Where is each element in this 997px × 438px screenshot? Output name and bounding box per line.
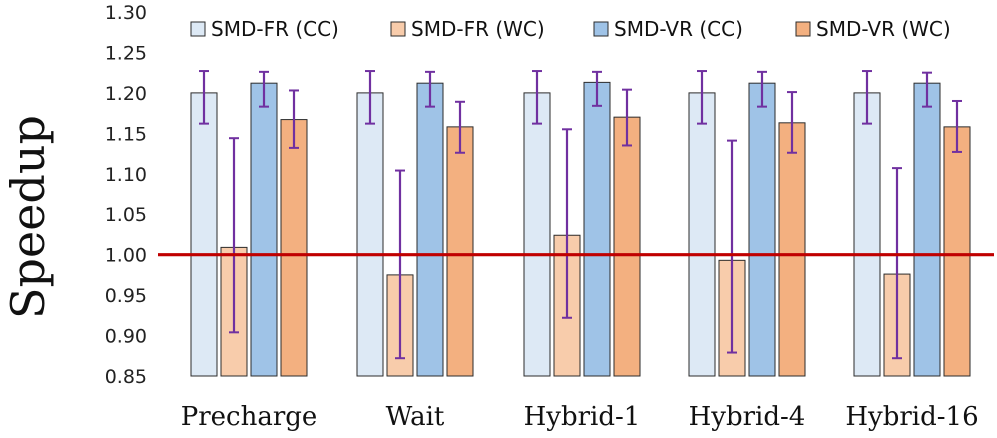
- bar: [281, 120, 307, 376]
- bar: [447, 127, 473, 376]
- legend-label: SMD-FR (WC): [411, 17, 545, 41]
- legend-label: SMD-VR (WC): [816, 17, 951, 41]
- legend-swatch: [191, 22, 205, 36]
- bar: [779, 123, 805, 376]
- bar: [191, 93, 217, 376]
- x-category-label: Hybrid-16: [845, 402, 978, 432]
- bar: [914, 83, 940, 376]
- y-tick-label: 0.85: [105, 366, 147, 388]
- x-category-label: Hybrid-1: [524, 402, 641, 432]
- bar: [689, 93, 715, 376]
- x-category-label: Precharge: [181, 402, 318, 432]
- x-category-label: Wait: [386, 402, 445, 432]
- bar: [854, 93, 880, 376]
- bar: [524, 93, 550, 376]
- legend: SMD-FR (CC) SMD-FR (WC) SMD-VR (CC) SMD-VR …: [191, 17, 951, 41]
- bar: [357, 93, 383, 376]
- bar: [749, 83, 775, 376]
- y-tick-label: 1.00: [105, 245, 147, 267]
- y-tick-label: 1.20: [105, 83, 147, 105]
- y-tick-label: 1.15: [105, 123, 147, 145]
- bar: [944, 127, 970, 376]
- legend-swatch: [391, 22, 405, 36]
- y-tick-label: 0.95: [105, 285, 147, 307]
- legend-label: SMD-FR (CC): [211, 17, 339, 41]
- x-category-label: Hybrid-4: [689, 402, 806, 432]
- y-tick-label: 1.25: [105, 42, 147, 64]
- legend-swatch: [594, 22, 608, 36]
- y-tick-label: 1.10: [105, 164, 147, 186]
- y-axis-title: Speedup: [1, 115, 55, 319]
- bar: [614, 117, 640, 376]
- bar: [584, 82, 610, 376]
- bar: [251, 83, 277, 376]
- speedup-chart: Speedup 0.85 0.90 0.95 1.00 1.05 1.10 1.15 1.20…: [0, 0, 997, 438]
- y-tick-label: 0.90: [105, 326, 147, 348]
- legend-label: SMD-VR (CC): [614, 17, 743, 41]
- bar: [417, 83, 443, 376]
- legend-swatch: [796, 22, 810, 36]
- y-tick-label: 1.05: [105, 204, 147, 226]
- y-tick-label: 1.30: [105, 2, 147, 24]
